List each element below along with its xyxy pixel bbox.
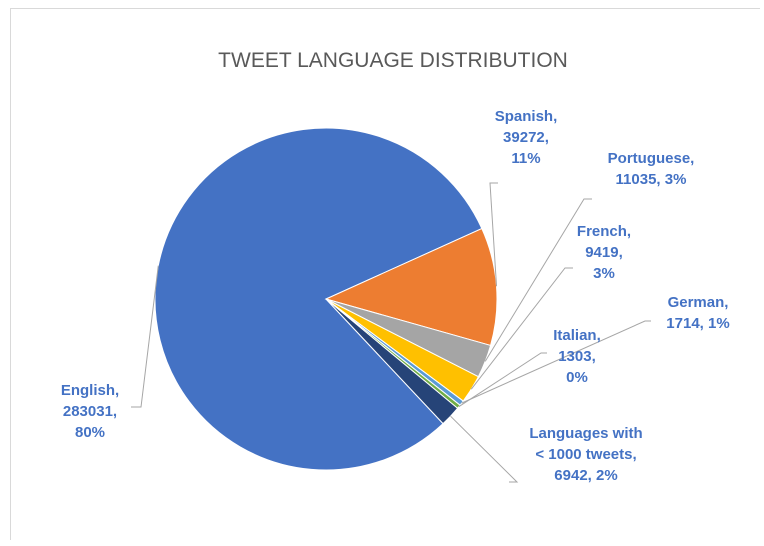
data-label-english: English, 283031, 80%: [61, 382, 119, 441]
data-label-french: French, 9419, 3%: [577, 223, 631, 282]
chart-title: TWEET LANGUAGE DISTRIBUTION: [218, 49, 568, 72]
leader-line: [458, 352, 547, 408]
leader-line: [450, 415, 519, 483]
leader-line: [470, 267, 573, 390]
leader-line: [489, 182, 498, 287]
data-label-italian: Italian, 1303, 0%: [553, 327, 601, 386]
leader-line: [484, 198, 592, 362]
leader-line: [461, 320, 651, 404]
data-label-german: German, 1714, 1%: [666, 294, 729, 332]
leader-line: [131, 265, 159, 408]
data-label-spanish: Spanish, 39272, 11%: [495, 108, 558, 167]
data-label-portuguese: Portuguese, 11035, 3%: [608, 150, 695, 188]
chart-area: [10, 8, 760, 540]
pie-slice-spanish: [324, 227, 498, 347]
data-label-languages-with-1000-tweets: Languages with < 1000 tweets, 6942, 2%: [529, 425, 642, 484]
